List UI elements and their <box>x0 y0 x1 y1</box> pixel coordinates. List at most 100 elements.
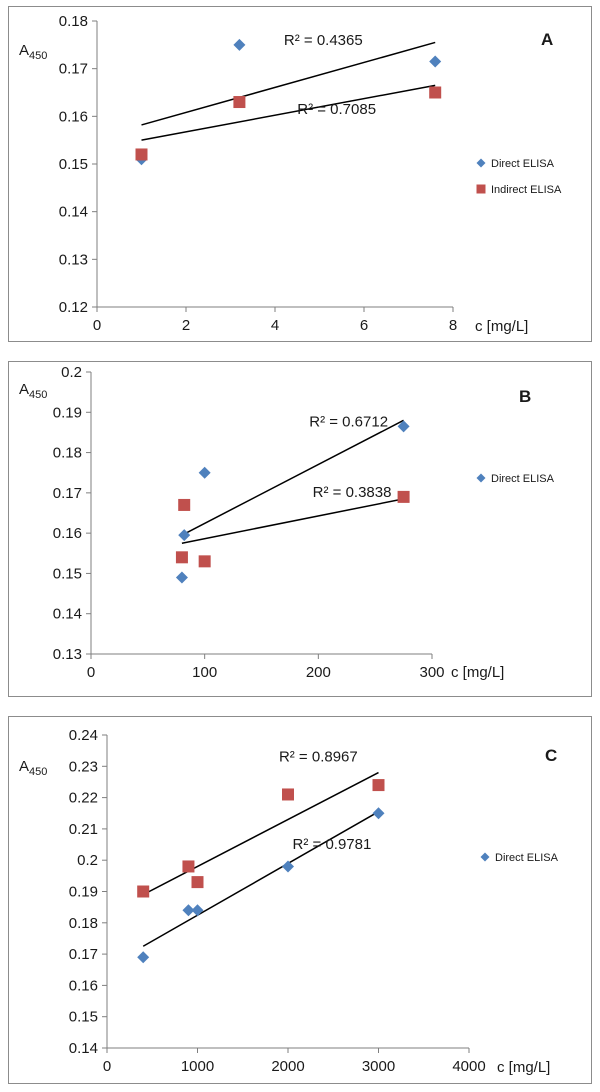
chart-b-data-point <box>175 551 188 564</box>
chart-b-xlabel: c [mg/L] <box>451 664 504 681</box>
chart-a-data-point <box>429 55 442 68</box>
chart-a-ylabel-main: A <box>19 42 29 59</box>
chart-b-ytick-label: 0.18 <box>53 445 82 462</box>
chart-c-ylabel-sub: 450 <box>29 766 47 778</box>
chart-a-data-point <box>233 96 246 109</box>
chart-a-legend-marker <box>476 184 486 194</box>
chart-b-ylabel: A450 <box>19 381 47 401</box>
chart-c-ylabel: A450 <box>19 758 47 778</box>
chart-b-ytick-label: 0.13 <box>53 646 82 663</box>
svg-text:A450: A450 <box>19 381 47 401</box>
chart-c-xtick-label: 3000 <box>362 1058 395 1075</box>
chart-c-ytick-label: 0.21 <box>69 821 98 838</box>
chart-b-data-point <box>198 466 211 479</box>
chart-a-xlabel: c [mg/L] <box>475 318 528 335</box>
chart-a-svg: A450 A c [mg/L] 0.120.130.140.150.160.17… <box>19 13 562 335</box>
chart-c-legend-marker <box>480 852 490 862</box>
chart-c-xtick-label: 1000 <box>181 1058 214 1075</box>
chart-a-data-point <box>429 86 442 99</box>
chart-b-ytick-label: 0.17 <box>53 485 82 502</box>
chart-a-r2-label: R² = 0.7085 <box>297 101 376 118</box>
chart-c-ytick-label: 0.2 <box>77 852 98 869</box>
chart-a-xtick-label: 0 <box>93 317 101 334</box>
chart-b-data-point <box>397 420 410 433</box>
chart-a-r2-label: R² = 0.4365 <box>284 32 363 49</box>
chart-a-ytick-label: 0.17 <box>59 61 88 78</box>
chart-a-legend: Direct ELISA Indirect ELISA <box>476 158 562 196</box>
chart-c-r2-label: R² = 0.9781 <box>293 836 372 853</box>
chart-a-data-point <box>233 38 246 51</box>
chart-c-legend: Direct ELISA <box>480 852 559 864</box>
chart-c-data-point <box>282 788 294 801</box>
chart-b-xtick-label: 0 <box>87 664 95 681</box>
chart-b-legend: Direct ELISA <box>476 473 555 485</box>
chart-a-trendline <box>141 41 436 126</box>
chart-a-plot: 0.12 0.13 0.14 0.15 0.16 0.17 0.18 0 2 4 6 8 R² = 0.… <box>59 13 457 334</box>
chart-c-data-point <box>137 885 150 898</box>
chart-c-ytick-label: 0.23 <box>69 758 98 775</box>
chart-c-xtick-label: 2000 <box>271 1058 304 1075</box>
chart-c-xlabel: c [mg/L] <box>497 1059 550 1076</box>
chart-c-plot: 0.14 0.15 0.16 0.17 0.18 0.19 0.2 0.21 0.22 0.23 0… <box>69 727 486 1075</box>
chart-c-ytick-label: 0.17 <box>69 946 98 963</box>
chart-b-data-point <box>397 490 410 503</box>
chart-b-ytick-label: 0.14 <box>53 606 82 623</box>
chart-b-data-point <box>198 555 211 568</box>
chart-b-svg: A450 B c [mg/L] 0.13 0.14 0.15 0.16 0.17 0.18… <box>19 364 555 681</box>
chart-panel-a: A450 A c [mg/L] 0.12 0.13 0.14 0.15 0.16 0.17… <box>8 6 592 342</box>
svg-text:A450: A450 <box>19 758 47 778</box>
chart-b-ylabel-main: A <box>19 381 29 398</box>
chart-c-data-point <box>191 876 204 889</box>
chart-a-legend-label: Direct ELISA <box>491 158 555 170</box>
chart-b-xtick-label: 300 <box>419 664 444 681</box>
chart-a-legend-marker <box>476 158 486 168</box>
chart-a-xtick-label: 2 <box>182 317 190 334</box>
chart-c-legend-label: Direct ELISA <box>495 852 559 864</box>
chart-c-ytick-label: 0.19 <box>69 884 98 901</box>
chart-c-svg: A450 C c [mg/L] 0.14 0.15 0.16 0.17 0.18 0.19… <box>19 727 559 1076</box>
chart-c-trendline <box>142 811 379 947</box>
chart-a-legend-label: Indirect ELISA <box>491 184 562 196</box>
chart-b-ytick-label: 0.16 <box>53 525 82 542</box>
chart-b-data-point <box>178 529 191 542</box>
chart-panel-c: A450 C c [mg/L] 0.14 0.15 0.16 0.17 0.18 0.19… <box>8 716 592 1084</box>
chart-a-ytick-label: 0.13 <box>59 251 88 268</box>
chart-c-data-point <box>182 904 195 917</box>
chart-a-trendline <box>141 84 436 141</box>
chart-c-ytick-label: 0.15 <box>69 1009 98 1026</box>
chart-a-ytick-label: 0.16 <box>59 108 88 125</box>
chart-c-data-point <box>372 779 385 792</box>
chart-c-ylabel-main: A <box>19 758 29 775</box>
chart-c-xtick-label: 0 <box>103 1058 111 1075</box>
chart-a-data-point <box>135 148 148 161</box>
chart-a-ytick-label: 0.12 <box>59 299 88 316</box>
chart-a-ylabel: A450 <box>19 42 47 62</box>
chart-a-xtick-label: 4 <box>271 317 279 334</box>
chart-c-data-point <box>372 807 385 820</box>
chart-a-ytick-label: 0.14 <box>59 204 88 221</box>
chart-c-ytick-label: 0.22 <box>69 790 98 807</box>
chart-b-ytick-label: 0.15 <box>53 565 82 582</box>
svg-text:A450: A450 <box>19 42 47 62</box>
chart-c-data-point <box>191 904 204 917</box>
chart-b-ytick-label: 0.19 <box>53 404 82 421</box>
chart-c-ytick-label: 0.24 <box>69 727 98 744</box>
chart-b-trendline <box>181 419 404 536</box>
chart-b-trendline <box>181 498 404 544</box>
chart-c-ytick-label: 0.18 <box>69 915 98 932</box>
chart-c-ytick-label: 0.14 <box>69 1040 98 1057</box>
chart-b-legend-label: Direct ELISA <box>491 473 555 485</box>
chart-b-panel-letter: B <box>519 387 531 406</box>
chart-a-panel-letter: A <box>541 30 553 49</box>
chart-b-r2-label: R² = 0.3838 <box>313 484 392 501</box>
chart-panel-b: A450 B c [mg/L] 0.13 0.14 0.15 0.16 0.17 0.18… <box>8 361 592 697</box>
chart-a-ytick-label: 0.15 <box>59 156 88 173</box>
chart-b-ylabel-sub: 450 <box>29 389 47 401</box>
chart-b-legend-marker <box>476 473 486 483</box>
chart-a-ytick-label: 0.18 <box>59 13 88 30</box>
chart-c-data-point <box>182 860 195 873</box>
chart-b-xtick-label: 100 <box>192 664 217 681</box>
chart-c-data-point <box>137 951 150 964</box>
chart-b-data-point <box>175 571 188 584</box>
chart-a-ylabel-sub: 450 <box>29 50 47 62</box>
